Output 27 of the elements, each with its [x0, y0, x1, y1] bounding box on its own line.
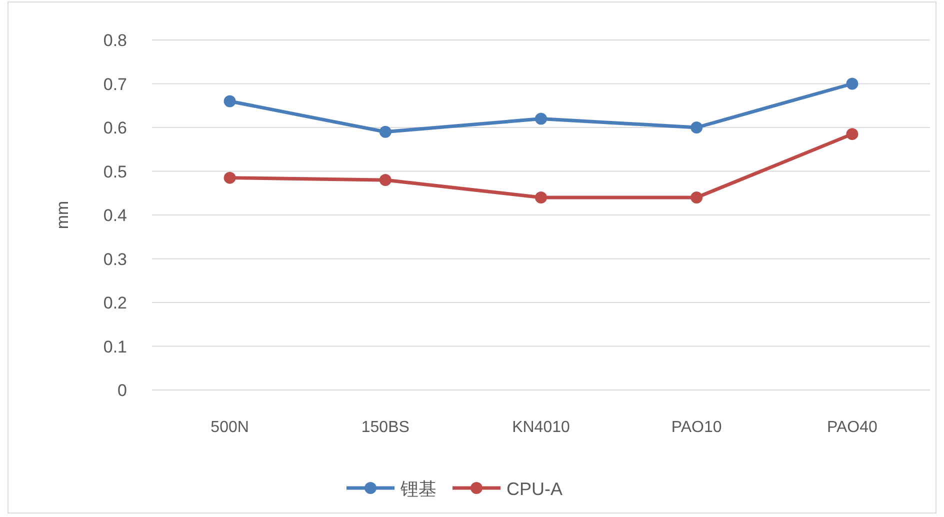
y-tick-label: 0.5: [103, 162, 127, 182]
y-tick-label: 0.4: [103, 206, 127, 225]
x-tick-label: 500N: [210, 419, 249, 436]
point: [846, 78, 858, 90]
y-axis-title: mm: [53, 200, 72, 230]
point: [379, 174, 392, 186]
point: [690, 122, 703, 134]
y-tick-label: 0.2: [103, 294, 127, 312]
y-tick-label: 0.7: [103, 74, 127, 94]
y-tick-label: 0.3: [103, 250, 127, 269]
point: [224, 95, 236, 108]
x-tick-label: PAO10: [671, 419, 722, 436]
x-tick-label: KN4010: [512, 419, 570, 436]
y-tick-label: 0.8: [103, 31, 127, 50]
y-tick-label: 0.6: [103, 118, 127, 138]
x-tick-label: PAO40: [826, 419, 878, 436]
x-tick-label: 150BS: [361, 419, 410, 436]
point: [846, 128, 858, 140]
y-tick-label: 0: [118, 381, 127, 400]
point: [379, 126, 392, 138]
y-tick-label: 0.1: [103, 337, 127, 356]
point: [535, 192, 547, 204]
legend-label: 锂基: [400, 479, 436, 499]
point: [535, 112, 547, 125]
legend-label: CPU-A: [506, 479, 563, 499]
point: [690, 192, 703, 204]
point: [224, 172, 236, 184]
